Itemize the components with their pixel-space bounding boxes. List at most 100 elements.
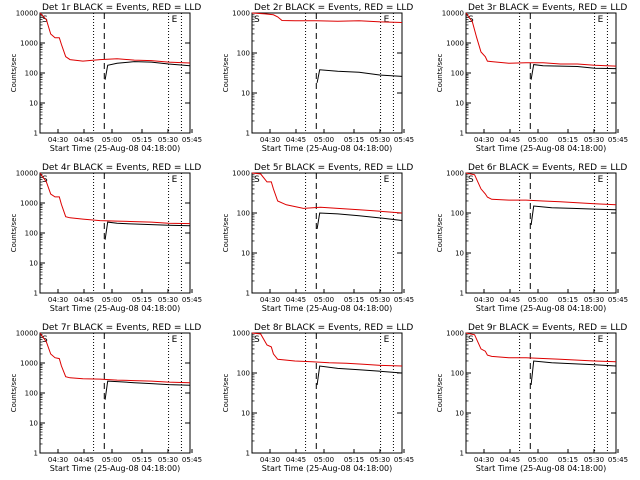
x-tick-label: 05:00: [102, 456, 122, 464]
x-tick-label: 04:30: [48, 296, 68, 304]
y-tick-label: 10000: [16, 170, 38, 178]
x-axis-label: Start Time (25-Aug-08 04:18:00): [476, 464, 607, 473]
series-events-line: [104, 380, 191, 400]
series-events-line: [316, 212, 403, 229]
start-marker: S: [42, 15, 48, 25]
x-tick-label: 05:00: [314, 296, 334, 304]
start-marker: S: [254, 175, 260, 185]
series-events-line: [104, 221, 191, 240]
x-tick-label: 05:15: [344, 296, 364, 304]
plot-frame: [465, 12, 617, 134]
x-axis-label: Start Time (25-Aug-08 04:18:00): [50, 304, 181, 313]
x-tick-label: 05:45: [182, 456, 202, 464]
x-tick-label: 05:30: [584, 456, 604, 464]
series-lld-line: [465, 332, 617, 363]
end-marker: E: [598, 15, 604, 25]
y-axis-label: Counts/sec: [436, 54, 444, 93]
y-tick-label: 1: [34, 290, 38, 298]
x-tick-label: 05:30: [158, 296, 178, 304]
y-tick-label: 100: [451, 370, 464, 378]
x-tick-label: 05:30: [370, 136, 390, 144]
x-tick-label: 05:15: [132, 136, 152, 144]
panel-title: Det 2r BLACK = Events, RED = LLD: [254, 3, 413, 13]
x-axis-label: Start Time (25-Aug-08 04:18:00): [50, 464, 181, 473]
y-axis-label: Counts/sec: [222, 214, 230, 253]
plot-frame: [39, 332, 191, 454]
x-tick-label: 05:30: [370, 456, 390, 464]
y-tick-label: 1000: [20, 40, 38, 48]
x-tick-label: 05:45: [182, 296, 202, 304]
series-events-line: [530, 64, 617, 80]
x-tick-label: 04:45: [74, 136, 94, 144]
y-tick-label: 10: [29, 420, 38, 428]
y-tick-label: 10: [29, 100, 38, 108]
y-tick-label: 10: [29, 260, 38, 268]
y-tick-label: 1: [34, 130, 38, 138]
x-tick-label: 05:30: [370, 296, 390, 304]
y-tick-label: 10000: [16, 10, 38, 18]
x-axis-label: Start Time (25-Aug-08 04:18:00): [262, 464, 393, 473]
plot-frame: [465, 332, 617, 454]
x-tick-label: 04:30: [260, 136, 280, 144]
panel-det-5: Det 5r BLACK = Events, RED = LLD 1 10 100 10…: [222, 163, 414, 313]
y-tick-label: 100: [237, 370, 250, 378]
x-tick-label: 05:30: [584, 296, 604, 304]
y-tick-label: 1000: [232, 330, 250, 338]
plot-frame: [39, 12, 191, 134]
x-tick-label: 05:45: [608, 136, 628, 144]
panel-title: Det 8r BLACK = Events, RED = LLD: [254, 323, 413, 333]
x-tick-label: 05:15: [344, 456, 364, 464]
x-tick-label: 05:45: [608, 456, 628, 464]
y-tick-label: 1: [34, 450, 38, 458]
end-marker: E: [172, 15, 178, 25]
plot-frame: [251, 172, 403, 294]
y-tick-label: 1000: [446, 170, 464, 178]
y-tick-label: 1000: [446, 40, 464, 48]
y-tick-label: 10: [455, 410, 464, 418]
series-events-line: [316, 365, 403, 386]
end-marker: E: [598, 335, 604, 345]
panel-det-9: Det 9r BLACK = Events, RED = LLD 1 10 100 10…: [436, 323, 628, 473]
x-tick-label: 05:00: [314, 136, 334, 144]
y-tick-label: 10000: [16, 330, 38, 338]
panel-title: Det 4r BLACK = Events, RED = LLD: [42, 163, 201, 173]
y-tick-label: 100: [25, 70, 38, 78]
y-tick-label: 10: [241, 250, 250, 258]
x-tick-label: 04:45: [286, 456, 306, 464]
x-tick-label: 04:45: [500, 296, 520, 304]
x-tick-label: 04:45: [74, 456, 94, 464]
x-tick-label: 05:00: [528, 136, 548, 144]
y-tick-label: 100: [237, 50, 250, 58]
y-axis-label: Counts/sec: [222, 54, 230, 93]
x-axis-label: Start Time (25-Aug-08 04:18:00): [262, 304, 393, 313]
x-tick-label: 04:30: [48, 136, 68, 144]
y-axis-label: Counts/sec: [10, 54, 18, 93]
y-tick-label: 1: [460, 130, 464, 138]
x-tick-label: 04:45: [500, 456, 520, 464]
panel-det-1: Det 1r BLACK = Events, RED = LLD 1 10 100 10…: [10, 3, 202, 153]
x-axis-label: Start Time (25-Aug-08 04:18:00): [262, 144, 393, 153]
start-marker: S: [254, 335, 260, 345]
x-tick-label: 05:45: [608, 296, 628, 304]
series-lld-line: [465, 172, 617, 206]
y-tick-label: 1: [460, 450, 464, 458]
y-tick-label: 1000: [20, 360, 38, 368]
y-tick-label: 1: [460, 290, 464, 298]
y-tick-label: 100: [451, 210, 464, 218]
x-tick-label: 04:45: [286, 296, 306, 304]
x-axis-label: Start Time (25-Aug-08 04:18:00): [476, 144, 607, 153]
x-tick-label: 04:30: [474, 296, 494, 304]
panel-title: Det 7r BLACK = Events, RED = LLD: [42, 323, 201, 333]
series-lld-line: [251, 332, 403, 367]
x-tick-label: 05:15: [558, 136, 578, 144]
plot-frame: [251, 12, 403, 134]
panel-det-3: Det 3r BLACK = Events, RED = LLD 1 10 100 10…: [436, 3, 628, 153]
panel-det-7: Det 7r BLACK = Events, RED = LLD 1 10 100 10…: [10, 323, 202, 473]
start-marker: S: [254, 15, 260, 25]
panel-det-8: Det 8r BLACK = Events, RED = LLD 1 10 100 10…: [222, 323, 414, 473]
panel-title: Det 6r BLACK = Events, RED = LLD: [468, 163, 627, 173]
x-tick-label: 04:30: [474, 136, 494, 144]
x-tick-label: 04:30: [260, 456, 280, 464]
x-tick-label: 05:00: [102, 136, 122, 144]
